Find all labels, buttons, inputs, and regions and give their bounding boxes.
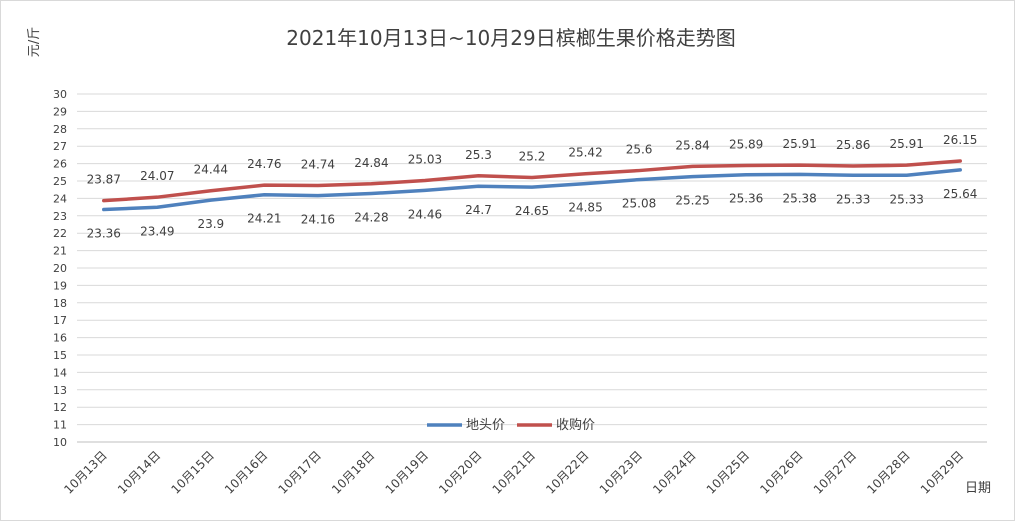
y-tick-label: 23 <box>53 210 67 223</box>
x-tick-label: 10月29日 <box>918 448 966 496</box>
data-label: 25.08 <box>622 197 656 211</box>
data-label: 25.91 <box>782 137 816 151</box>
x-tick-label: 10月22日 <box>543 448 591 496</box>
x-tick-label: 10月17日 <box>276 448 324 496</box>
data-label: 25.33 <box>836 192 870 206</box>
data-label: 25.2 <box>519 150 546 164</box>
y-tick-label: 28 <box>53 123 67 136</box>
data-label: 23.87 <box>87 173 121 187</box>
data-label: 25.84 <box>675 138 709 152</box>
data-label: 25.25 <box>675 194 709 208</box>
data-label: 25.36 <box>729 192 763 206</box>
y-tick-label: 29 <box>53 105 67 118</box>
data-label: 26.15 <box>943 133 977 147</box>
x-tick-label: 10月14日 <box>115 448 163 496</box>
data-label: 23.36 <box>87 227 121 241</box>
data-label: 25.42 <box>568 146 602 160</box>
data-label: 23.49 <box>140 224 174 238</box>
x-tick-label: 10月27日 <box>811 448 859 496</box>
x-axis-title: 日期 <box>965 481 991 496</box>
y-tick-label: 11 <box>53 419 67 432</box>
data-label: 25.64 <box>943 187 977 201</box>
x-axis-ticks: 10月13日 10月14日 10月15日 10月16日 10月17日 10月18日 10月1… <box>61 448 966 496</box>
y-tick-label: 10 <box>53 436 67 449</box>
data-label: 25.89 <box>729 138 763 152</box>
x-tick-label: 10月18日 <box>329 448 377 496</box>
y-tick-label: 24 <box>53 192 67 205</box>
data-label: 24.44 <box>194 163 228 177</box>
legend-label-0: 地头价 <box>466 418 505 433</box>
data-label: 24.16 <box>301 213 335 227</box>
data-label: 24.07 <box>140 169 174 183</box>
data-label: 25.38 <box>782 191 816 205</box>
x-tick-label: 10月21日 <box>490 448 538 496</box>
data-label: 25.03 <box>408 152 442 166</box>
series-lines <box>102 159 962 212</box>
x-tick-label: 10月20日 <box>436 448 484 496</box>
data-label: 24.46 <box>408 207 442 221</box>
series-line-1 <box>102 159 962 203</box>
x-tick-label: 10月13日 <box>61 448 109 496</box>
y-axis-title: 元/斤 <box>27 27 42 57</box>
y-tick-label: 15 <box>53 349 67 362</box>
y-axis-ticks: 10 11 12 13 14 15 16 17 18 19 20 21 22 23 24 25 26 27 28 29… <box>53 88 67 449</box>
legend-label-1: 收购价 <box>556 417 595 433</box>
data-labels: 23.36 23.49 23.9 24.21 24.16 24.28 24.46 24.7 24… <box>87 133 978 241</box>
data-label: 25.33 <box>890 192 924 206</box>
y-tick-label: 19 <box>53 279 67 292</box>
data-label: 24.28 <box>354 211 388 225</box>
data-label: 24.85 <box>568 201 602 215</box>
data-label: 23.9 <box>197 217 224 231</box>
data-label: 24.65 <box>515 204 549 218</box>
x-tick-label: 10月24日 <box>650 448 698 496</box>
data-label: 25.3 <box>465 148 492 162</box>
y-tick-label: 13 <box>53 384 67 397</box>
x-tick-label: 10月16日 <box>222 448 270 496</box>
x-tick-label: 10月25日 <box>704 448 752 496</box>
x-tick-label: 10月28日 <box>864 448 912 496</box>
data-label: 25.91 <box>890 137 924 151</box>
data-label: 24.7 <box>465 203 492 217</box>
y-tick-label: 12 <box>53 401 67 414</box>
legend: 地头价 收购价 <box>427 417 595 433</box>
data-label: 25.6 <box>626 143 653 157</box>
data-label: 24.76 <box>247 157 281 171</box>
y-tick-label: 25 <box>53 175 67 188</box>
y-tick-label: 20 <box>53 262 67 275</box>
y-tick-label: 16 <box>53 332 67 345</box>
data-label: 24.84 <box>354 156 388 170</box>
series-line-0 <box>102 168 962 212</box>
y-tick-label: 27 <box>53 140 67 153</box>
y-tick-label: 22 <box>53 227 67 240</box>
y-tick-label: 21 <box>53 245 67 258</box>
x-tick-label: 10月23日 <box>597 448 645 496</box>
x-tick-label: 10月19日 <box>383 448 431 496</box>
x-tick-label: 10月26日 <box>757 448 805 496</box>
data-label: 24.21 <box>247 212 281 226</box>
y-tick-label: 14 <box>53 366 67 379</box>
chart-title: 2021年10月13日~10月29日槟榔生果价格走势图 <box>286 26 735 50</box>
y-tick-label: 18 <box>53 297 67 310</box>
y-tick-label: 17 <box>53 314 67 327</box>
x-tick-label: 10月15日 <box>168 448 216 496</box>
data-label: 25.86 <box>836 138 870 152</box>
gridlines <box>77 93 987 443</box>
y-tick-label: 26 <box>53 158 67 171</box>
data-label: 24.74 <box>301 158 335 172</box>
y-tick-label: 30 <box>53 88 67 101</box>
